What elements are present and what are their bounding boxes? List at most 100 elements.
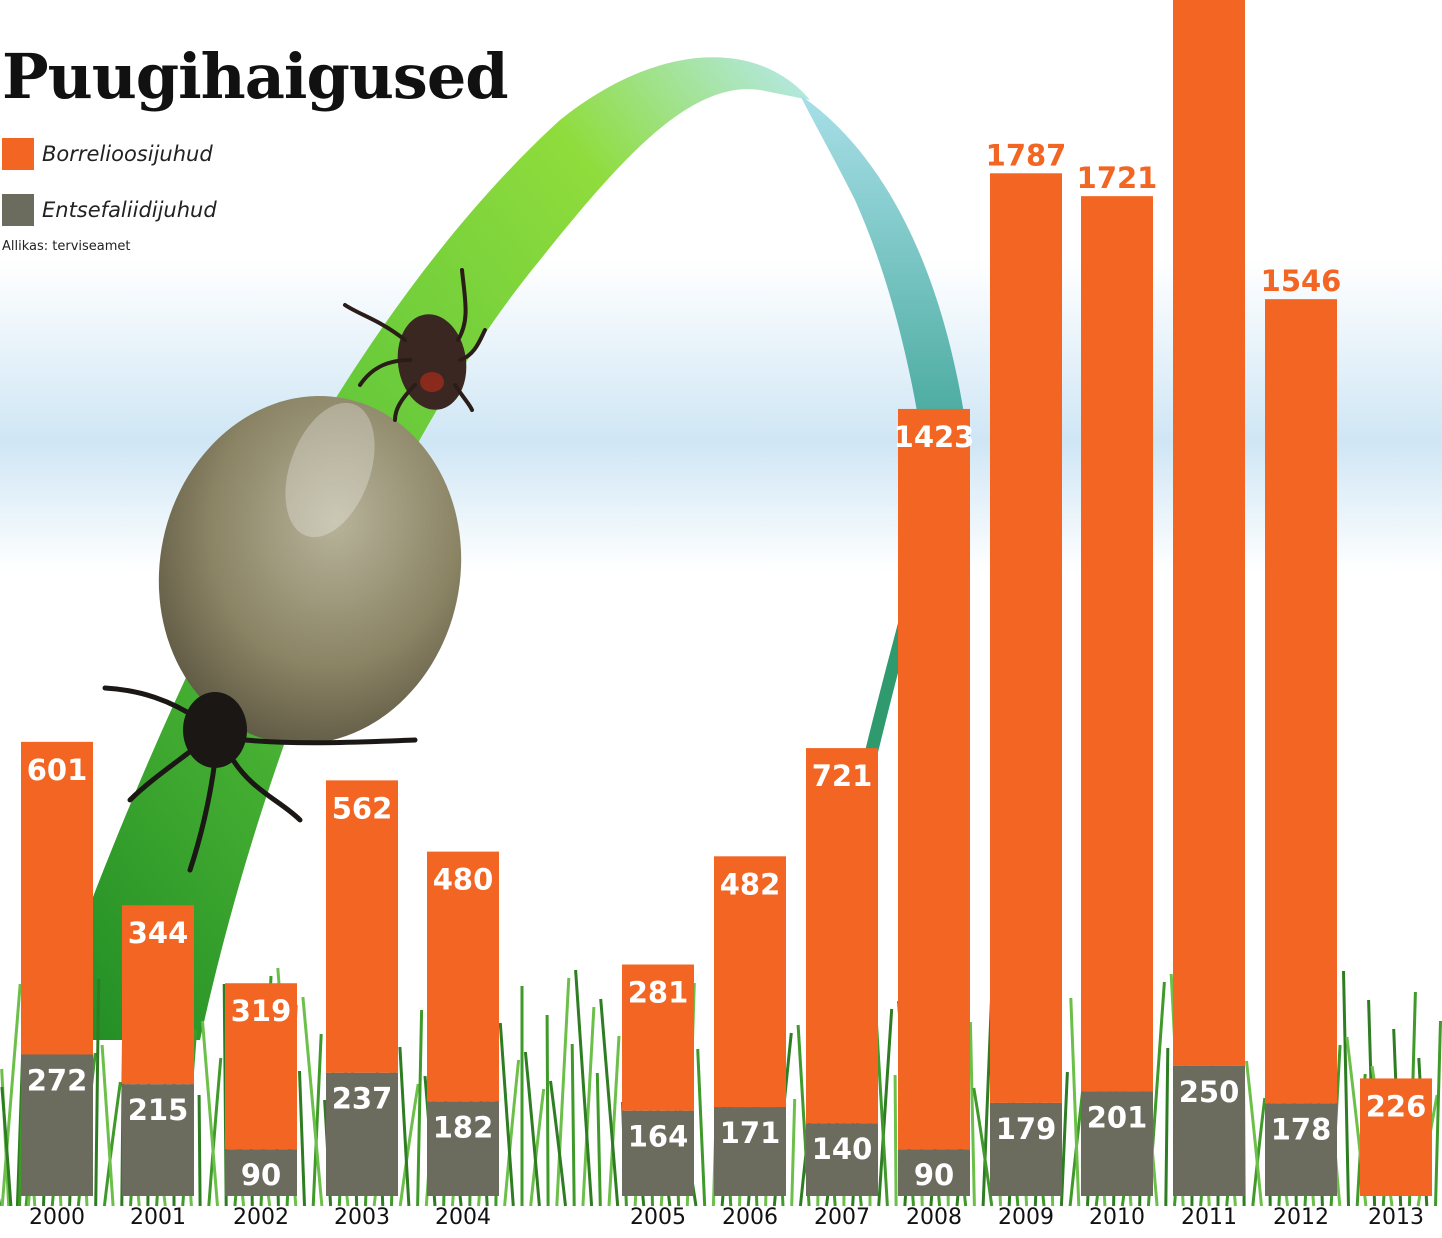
x-tick-label-2005: 2005	[630, 1205, 686, 1230]
bar-borreliosis-2007	[806, 748, 878, 1124]
x-tick-label-2012: 2012	[1273, 1205, 1329, 1230]
grass-blade	[416, 1009, 424, 1207]
bar-borreliosis-2005	[622, 964, 694, 1111]
grass-blade	[555, 977, 571, 1207]
grass-blade	[1342, 970, 1350, 1207]
value-label-encephalitis-2008: 90	[914, 1158, 954, 1192]
value-label-borreliosis-2001: 344	[128, 916, 189, 950]
x-tick-label-2009: 2009	[998, 1205, 1054, 1230]
x-tick-label-2008: 2008	[906, 1205, 962, 1230]
value-label-encephalitis-2013: 0	[1386, 1159, 1406, 1193]
bar-borreliosis-2003	[326, 780, 398, 1073]
x-tick-label-2011: 2011	[1181, 1205, 1237, 1230]
x-tick-label-2002: 2002	[233, 1205, 289, 1230]
grass-blade	[529, 1088, 546, 1207]
x-tick-label-2007: 2007	[814, 1205, 870, 1230]
grass-blade	[893, 1074, 898, 1207]
grass-blade	[398, 1083, 420, 1207]
bar-encephalitis-2002	[225, 1149, 297, 1196]
value-label-borreliosis-2013: 226	[1366, 1089, 1427, 1123]
grass-blade	[94, 978, 101, 1207]
value-label-encephalitis-2000: 272	[27, 1064, 88, 1098]
bar-encephalitis-2000	[21, 1054, 93, 1196]
bar-encephalitis-2003	[326, 1072, 398, 1196]
small-tick-icon	[343, 268, 487, 422]
bar-encephalitis-2007	[806, 1123, 878, 1196]
bar-borreliosis-2013	[1360, 1078, 1432, 1196]
bar-encephalitis-2010	[1081, 1091, 1153, 1196]
legend-item-encephalitis: Entsefaliidijuhud	[2, 192, 217, 228]
bar-borreliosis-2012	[1265, 299, 1337, 1104]
grass-blade	[790, 1098, 797, 1207]
value-label-encephalitis-2006: 171	[720, 1116, 781, 1150]
value-labels: 601 272 344 215 319 90 562 237 480 182 281 164 482 17…	[27, 138, 1427, 1193]
grass-blade-leaf	[40, 57, 810, 1041]
value-label-encephalitis-2012: 178	[1271, 1112, 1332, 1146]
bar-encephalitis-2011	[1173, 1065, 1245, 1196]
value-label-encephalitis-2004: 182	[433, 1110, 494, 1144]
bar-encephalitis-2005	[622, 1110, 694, 1196]
bar-borreliosis-2006	[714, 856, 786, 1108]
grass-blade	[498, 1022, 515, 1207]
value-label-encephalitis-2010: 201	[1087, 1100, 1148, 1134]
value-label-encephalitis-2003: 237	[332, 1082, 393, 1116]
bar-group	[21, 0, 1432, 1196]
grass-blade	[574, 969, 594, 1207]
value-label-borreliosis-2004: 480	[433, 863, 494, 897]
grass-blade	[0, 1086, 13, 1207]
grass-blade	[207, 1057, 223, 1207]
bar-borreliosis-2004	[427, 851, 499, 1102]
grass-blade	[1059, 1071, 1069, 1207]
grass-blade	[311, 1033, 323, 1207]
value-label-borreliosis-2010: 1721	[1077, 161, 1158, 195]
bar-borreliosis-2008	[898, 408, 970, 1150]
value-label-encephalitis-2005: 164	[628, 1120, 689, 1154]
grass-blade	[968, 1021, 976, 1207]
grass-blade	[545, 1014, 550, 1207]
grass-blade	[595, 1072, 602, 1207]
grass-blade	[599, 998, 620, 1207]
source-note: Allikas: terviseamet	[2, 239, 131, 254]
grass-blade	[197, 1094, 202, 1207]
value-label-encephalitis-2007: 140	[812, 1132, 873, 1166]
grass-blade	[549, 1080, 567, 1207]
x-tick-label-2004: 2004	[435, 1205, 491, 1230]
grass-blade	[201, 1020, 219, 1207]
bar-borreliosis-2000	[21, 741, 93, 1055]
x-tick-label-2003: 2003	[334, 1205, 390, 1230]
bar-encephalitis-2004	[427, 1101, 499, 1196]
value-label-borreliosis-2002: 319	[231, 994, 292, 1028]
x-tick-label-2013: 2013	[1368, 1205, 1424, 1230]
bar-encephalitis-2009	[990, 1102, 1062, 1196]
bar-encephalitis-2006	[714, 1107, 786, 1196]
chart-title: Puugihaigused	[2, 40, 509, 113]
value-label-encephalitis-2011: 250	[1179, 1075, 1240, 1109]
grass-blade	[398, 1046, 411, 1207]
grass-blade	[877, 1008, 894, 1207]
value-label-borreliosis-2000: 601	[27, 753, 88, 787]
grass-blade	[503, 1059, 521, 1207]
bar-encephalitis-2012	[1265, 1103, 1337, 1196]
grass-blade	[1069, 997, 1081, 1207]
grass-blade	[570, 1043, 576, 1207]
bar-borreliosis-2002	[225, 983, 297, 1150]
grass-blade	[102, 1081, 122, 1207]
value-label-borreliosis-2006: 482	[720, 867, 781, 901]
x-tick-label-2006: 2006	[722, 1205, 778, 1230]
value-label-borreliosis-2012: 1546	[1261, 264, 1342, 298]
legend-label-borreliosis: Borrelioosijuhud	[42, 142, 213, 166]
grass-blade	[523, 1051, 541, 1207]
grass-blade	[1251, 1097, 1267, 1207]
grass-blade	[972, 1087, 994, 1207]
bar-encephalitis-2008	[898, 1149, 970, 1196]
grass-blade	[696, 1048, 707, 1207]
value-label-borreliosis-2005: 281	[628, 976, 689, 1010]
value-label-borreliosis-2003: 562	[332, 791, 393, 825]
grass-blade	[1434, 1020, 1442, 1207]
grass-blade	[1245, 1060, 1263, 1207]
x-tick-label-2010: 2010	[1089, 1205, 1145, 1230]
value-label-encephalitis-2002: 90	[241, 1158, 281, 1192]
legend-item-borreliosis: Borrelioosijuhud	[2, 136, 213, 172]
